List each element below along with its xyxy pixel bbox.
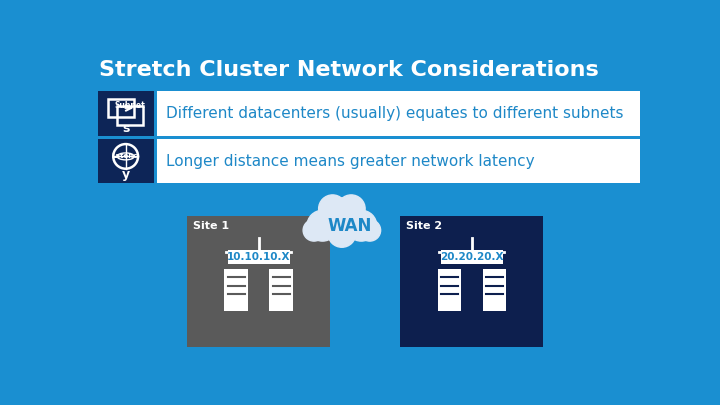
Circle shape xyxy=(337,195,365,223)
FancyBboxPatch shape xyxy=(228,250,289,264)
Text: y: y xyxy=(122,168,130,181)
Text: Stretch Cluster Network Considerations: Stretch Cluster Network Considerations xyxy=(99,60,599,80)
FancyBboxPatch shape xyxy=(157,139,640,183)
FancyBboxPatch shape xyxy=(438,269,461,311)
Circle shape xyxy=(359,220,381,241)
Text: Site 1: Site 1 xyxy=(193,222,229,232)
Circle shape xyxy=(328,220,356,247)
Text: s: s xyxy=(122,122,130,135)
FancyBboxPatch shape xyxy=(187,216,330,347)
FancyBboxPatch shape xyxy=(400,216,544,347)
Circle shape xyxy=(319,195,346,223)
Circle shape xyxy=(303,220,325,241)
Text: Latenc: Latenc xyxy=(111,153,138,160)
FancyBboxPatch shape xyxy=(269,269,292,311)
Text: Longer distance means greater network latency: Longer distance means greater network la… xyxy=(166,153,534,168)
Text: WAN: WAN xyxy=(328,217,372,235)
FancyBboxPatch shape xyxy=(441,250,503,264)
Text: Site 2: Site 2 xyxy=(406,222,442,232)
Text: 10.10.10.X: 10.10.10.X xyxy=(227,252,290,262)
Text: Subnet: Subnet xyxy=(114,101,145,110)
FancyBboxPatch shape xyxy=(482,269,505,311)
FancyBboxPatch shape xyxy=(98,139,153,183)
Circle shape xyxy=(307,210,338,241)
FancyBboxPatch shape xyxy=(157,91,640,136)
Text: 20.20.20.X: 20.20.20.X xyxy=(440,252,503,262)
Circle shape xyxy=(346,210,377,241)
Text: Different datacenters (usually) equates to different subnets: Different datacenters (usually) equates … xyxy=(166,106,624,121)
FancyBboxPatch shape xyxy=(225,269,248,311)
Circle shape xyxy=(320,198,364,241)
FancyBboxPatch shape xyxy=(98,91,153,136)
